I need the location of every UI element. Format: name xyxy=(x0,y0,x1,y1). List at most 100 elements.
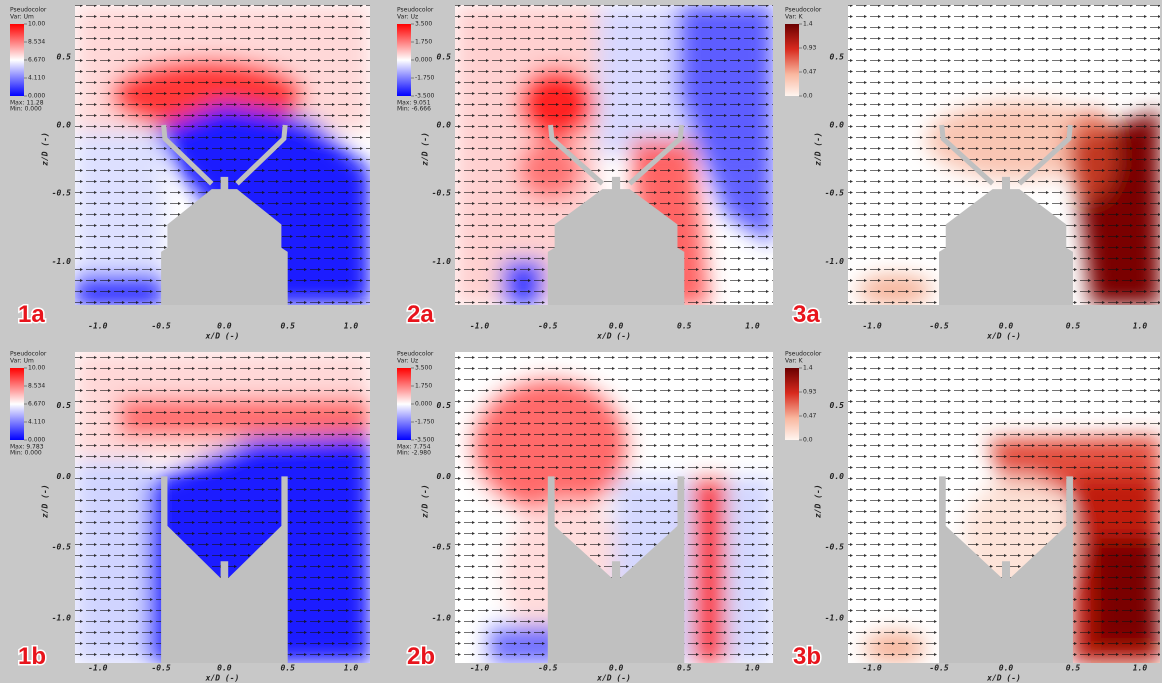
y-axis-title: z/D (-) xyxy=(41,484,50,518)
colorbar-label: 0.000 xyxy=(415,401,432,408)
colorbar-label: 3.500 xyxy=(415,21,432,28)
legend-var: Var: Uz xyxy=(397,14,418,21)
colorbar xyxy=(785,368,799,440)
x-tick-label: 0.0 xyxy=(609,322,624,331)
x-tick-label: 1.0 xyxy=(745,322,760,331)
colorbar-label: 1.4 xyxy=(803,21,813,28)
colorbar-label: -3.500 xyxy=(415,93,435,100)
colorbar-label: 6.670 xyxy=(28,57,45,64)
panel-label: 3b xyxy=(793,643,821,670)
x-tick-label: 0.0 xyxy=(999,664,1014,673)
x-tick-label: -0.5 xyxy=(929,664,948,673)
y-tick-label: 0.5 xyxy=(57,401,72,410)
x-tick-label: 0.0 xyxy=(217,322,232,331)
x-tick-label: 0.5 xyxy=(1066,322,1081,331)
y-axis-title: z/D (-) xyxy=(421,484,430,518)
x-tick-label: 1.0 xyxy=(1133,664,1148,673)
panel: 0.50.0-0.5-1.0-1.0-0.50.00.51.0x/D (-)z/… xyxy=(785,351,1160,683)
colorbar-label: 0.000 xyxy=(415,57,432,64)
colorbar-label: 0.0 xyxy=(803,93,813,100)
y-tick-label: -0.5 xyxy=(825,189,844,198)
y-tick-label: 0.5 xyxy=(437,52,452,61)
colorbar-label: 4.110 xyxy=(28,75,45,82)
x-axis-title: x/D (-) xyxy=(205,332,240,341)
x-tick-label: -1.0 xyxy=(88,322,107,331)
y-axis-title: z/D (-) xyxy=(814,132,823,166)
x-tick-label: 0.0 xyxy=(217,664,232,673)
colorbar-label: 1.750 xyxy=(415,383,432,390)
legend-var: Var: K xyxy=(785,14,804,21)
y-tick-label: -1.0 xyxy=(52,613,71,622)
colorbar-label: 4.110 xyxy=(28,419,45,426)
y-tick-label: -0.5 xyxy=(52,189,71,198)
x-axis-title: x/D (-) xyxy=(596,332,631,341)
panel-label: 1b xyxy=(18,643,46,670)
x-tick-label: 0.5 xyxy=(280,322,295,331)
y-tick-label: -1.0 xyxy=(432,257,451,266)
x-tick-label: 1.0 xyxy=(745,664,760,673)
colorbar-label: -1.750 xyxy=(415,419,435,426)
x-tick-label: 0.5 xyxy=(280,664,295,673)
y-tick-label: 0.5 xyxy=(57,52,72,61)
panel-label: 2a xyxy=(407,301,434,328)
x-axis-title: x/D (-) xyxy=(205,674,240,683)
x-axis-title: x/D (-) xyxy=(596,674,631,683)
legend-title: Pseudocolor xyxy=(10,7,47,14)
plot-area xyxy=(848,352,1160,667)
legend-var: Var: K xyxy=(785,358,804,365)
x-tick-label: -1.0 xyxy=(470,322,489,331)
colorbar-label: -3.500 xyxy=(415,437,435,444)
colorbar-label: 1.750 xyxy=(415,39,432,46)
legend-min: Min: -6.666 xyxy=(397,106,431,113)
x-tick-label: 0.0 xyxy=(999,322,1014,331)
panel-label: 3a xyxy=(793,301,820,328)
x-tick-label: -0.5 xyxy=(538,664,557,673)
panel-label: 1a xyxy=(18,301,45,328)
figure: 0.5 0.0 -0.5 -1.0 -1.0 -0.5 0.0 0.5 1.0 x/D (-) z/… xyxy=(0,0,1162,683)
colorbar-label: 0.93 xyxy=(803,45,817,52)
x-tick-label: -1.0 xyxy=(862,322,881,331)
colorbar-label: 8.534 xyxy=(28,39,45,46)
y-tick-label: 0.0 xyxy=(57,121,72,130)
legend-title: Pseudocolor xyxy=(785,351,822,358)
x-axis-title: x/D (-) xyxy=(986,674,1021,683)
plot-area xyxy=(455,5,773,309)
y-tick-label: -1.0 xyxy=(825,613,844,622)
y-tick-label: -1.0 xyxy=(432,613,451,622)
colorbar-label: 1.4 xyxy=(803,365,813,372)
panel: 0.50.0-0.5-1.0-1.0-0.50.00.51.0x/D (-)z/… xyxy=(10,351,370,683)
plot-area xyxy=(848,5,1160,309)
legend-title: Pseudocolor xyxy=(785,7,822,14)
x-tick-label: -0.5 xyxy=(151,322,170,331)
legend-min: Min: 0.000 xyxy=(10,106,42,113)
y-tick-label: 0.0 xyxy=(437,121,452,130)
colorbar xyxy=(397,24,411,96)
y-tick-label: 0.5 xyxy=(830,52,845,61)
y-axis-title: z/D (-) xyxy=(421,132,430,166)
colorbar-label: 10.00 xyxy=(28,365,45,372)
y-tick-label: 0.0 xyxy=(830,121,845,130)
legend-var: Var: Uz xyxy=(397,358,418,365)
y-tick-label: 0.0 xyxy=(57,472,72,481)
x-tick-label: 0.0 xyxy=(609,664,624,673)
colorbar-label: 0.47 xyxy=(803,413,817,420)
colorbar-label: 0.0 xyxy=(803,437,813,444)
plot-area xyxy=(75,5,370,309)
colorbar-label: 0.000 xyxy=(28,437,45,444)
colorbar xyxy=(397,368,411,440)
x-axis-title: x/D (-) xyxy=(986,332,1021,341)
y-tick-label: -0.5 xyxy=(825,543,844,552)
y-tick-label: 0.0 xyxy=(437,472,452,481)
colorbar-label: 0.000 xyxy=(28,93,45,100)
legend-title: Pseudocolor xyxy=(397,351,434,358)
x-tick-label: 1.0 xyxy=(344,664,359,673)
plot-area xyxy=(75,352,370,667)
colorbar xyxy=(10,24,24,96)
legend-var: Var: Um xyxy=(10,358,34,365)
y-axis-title: z/D (-) xyxy=(814,484,823,518)
legend-title: Pseudocolor xyxy=(10,351,47,358)
x-tick-label: -0.5 xyxy=(538,322,557,331)
